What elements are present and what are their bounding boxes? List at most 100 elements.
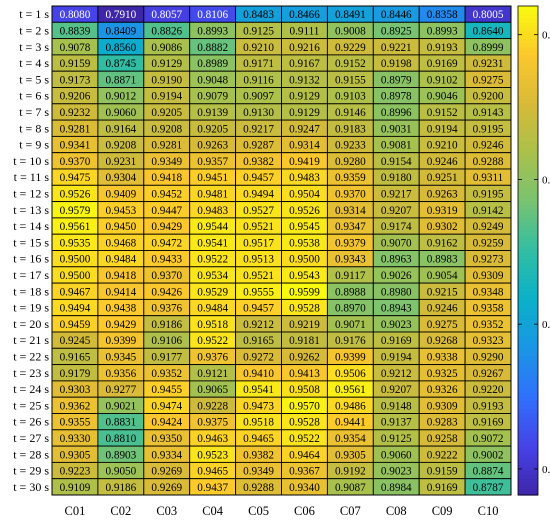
y-tick-label: t = 17 s [13,268,49,282]
cell-value-label: 0.9121 [197,368,228,380]
cell-value-label: 0.9399 [335,351,366,363]
y-tick-label: t = 11 s [14,170,50,184]
cell-value-label: 0.9181 [289,335,320,347]
colorbar-segment [518,34,538,40]
cell-value-label: 0.9065 [197,384,228,396]
colorbar-segment [518,372,538,378]
cell-value-label: 0.8984 [381,482,412,494]
cell-value-label: 0.9078 [60,42,91,54]
cell-value-label: 0.9451 [197,172,228,184]
cell-value-label: 0.9207 [381,205,412,217]
cell-value-label: 0.9169 [473,417,504,429]
cell-value-label: 0.9129 [289,107,320,119]
cell-value-label: 0.9438 [105,303,136,315]
cell-value-label: 0.9071 [335,319,366,331]
colorbar-tick-label: 0.9 [542,174,550,186]
cell-value-label: 0.8640 [473,25,504,37]
cell-value-label: 0.9521 [243,270,274,282]
colorbar-segment [518,120,538,125]
colorbar-segment [518,490,538,496]
colorbar-segment [518,136,538,142]
cell-value-label: 0.8996 [381,107,412,119]
cell-value-label: 0.9483 [289,172,320,184]
cell-value-label: 0.9528 [289,303,320,315]
colorbar-segment [518,478,538,484]
cell-value-label: 0.8979 [381,74,412,86]
cell-value-label: 0.9206 [60,91,91,103]
cell-value-label: 0.9437 [197,482,228,494]
cell-value-label: 0.9303 [60,384,91,396]
cell-value-label: 0.9370 [335,188,366,200]
colorbar-segment [518,254,538,260]
cell-value-label: 0.9079 [197,91,228,103]
colorbar-segment [518,340,538,345]
cell-value-label: 0.9210 [243,42,274,54]
cell-value-label: 0.8903 [105,449,136,461]
cell-value-label: 0.9232 [60,107,91,119]
colorbar-segment [518,401,538,406]
colorbar-segment [518,295,538,300]
colorbar-segment [518,356,538,362]
cell-value-label: 0.9070 [381,237,412,249]
cell-value-label: 0.9349 [151,156,182,168]
cell-value-label: 0.8831 [105,417,136,429]
colorbar-segment [518,221,538,227]
cell-value-label: 0.9221 [381,42,412,54]
cell-value-label: 0.9375 [197,417,228,429]
cell-value-label: 0.9281 [60,123,91,135]
cell-value-label: 0.9506 [335,368,366,380]
colorbar-segment [518,266,538,272]
cell-value-label: 0.9468 [105,237,136,249]
cell-value-label: 0.9341 [60,140,91,152]
cell-value-label: 0.9494 [60,303,91,315]
cell-value-label: 0.9305 [60,449,91,461]
cell-value-label: 0.8970 [335,303,366,315]
cell-value-label: 0.9526 [289,205,320,217]
cell-value-label: 0.9186 [105,482,136,494]
cell-value-label: 0.9229 [335,42,366,54]
colorbar-segment [518,376,538,382]
cell-value-label: 0.9021 [105,400,136,412]
colorbar-segment [518,336,538,341]
cell-value-label: 0.9309 [427,400,458,412]
cell-value-label: 0.9165 [243,335,274,347]
cell-value-label: 0.9103 [335,91,366,103]
cell-value-label: 0.9176 [335,335,366,347]
y-tick-label: t = 27 s [13,431,49,445]
cell-value-label: 0.9023 [381,466,412,478]
cell-value-label: 0.9330 [60,433,91,445]
cell-value-label: 0.9413 [289,368,320,380]
cell-value-label: 0.9599 [289,286,320,298]
cell-value-label: 0.9467 [60,286,91,298]
cell-value-label: 0.9522 [289,433,320,445]
y-tick-label: t = 15 s [13,235,49,249]
colorbar-segment [518,274,538,280]
cell-value-label: 0.8874 [473,466,504,478]
colorbar-tick-label: 0.95 [542,30,550,42]
heatmap-frame [51,5,512,496]
cell-value-label: 0.9544 [197,221,228,233]
cell-value-label: 0.9102 [427,74,458,86]
colorbar-segment [518,193,538,199]
cell-value-label: 0.9215 [427,286,458,298]
colorbar-segment [518,116,538,121]
cell-value-label: 0.9508 [289,384,320,396]
cell-value-label: 0.9192 [335,466,366,478]
cell-value-label: 0.9111 [289,25,319,37]
cell-value-label: 0.9334 [151,449,182,461]
colorbar-segment [518,185,538,190]
colorbar-segment [518,148,538,154]
cell-value-label: 0.9500 [289,254,320,266]
y-tick-label: t = 19 s [13,301,49,315]
cell-value-label: 0.9429 [105,319,136,331]
colorbar-segment [518,226,538,231]
colorbar-segment [518,30,538,36]
cell-value-label: 0.9350 [151,433,182,445]
y-tick-label: t = 10 s [13,154,49,168]
y-tick-label: t = 21 s [13,333,49,347]
colorbar-segment [518,437,538,443]
cell-value-label: 0.9348 [473,286,504,298]
cell-value-label: 0.9522 [197,335,228,347]
cell-value-label: 0.9109 [60,482,91,494]
